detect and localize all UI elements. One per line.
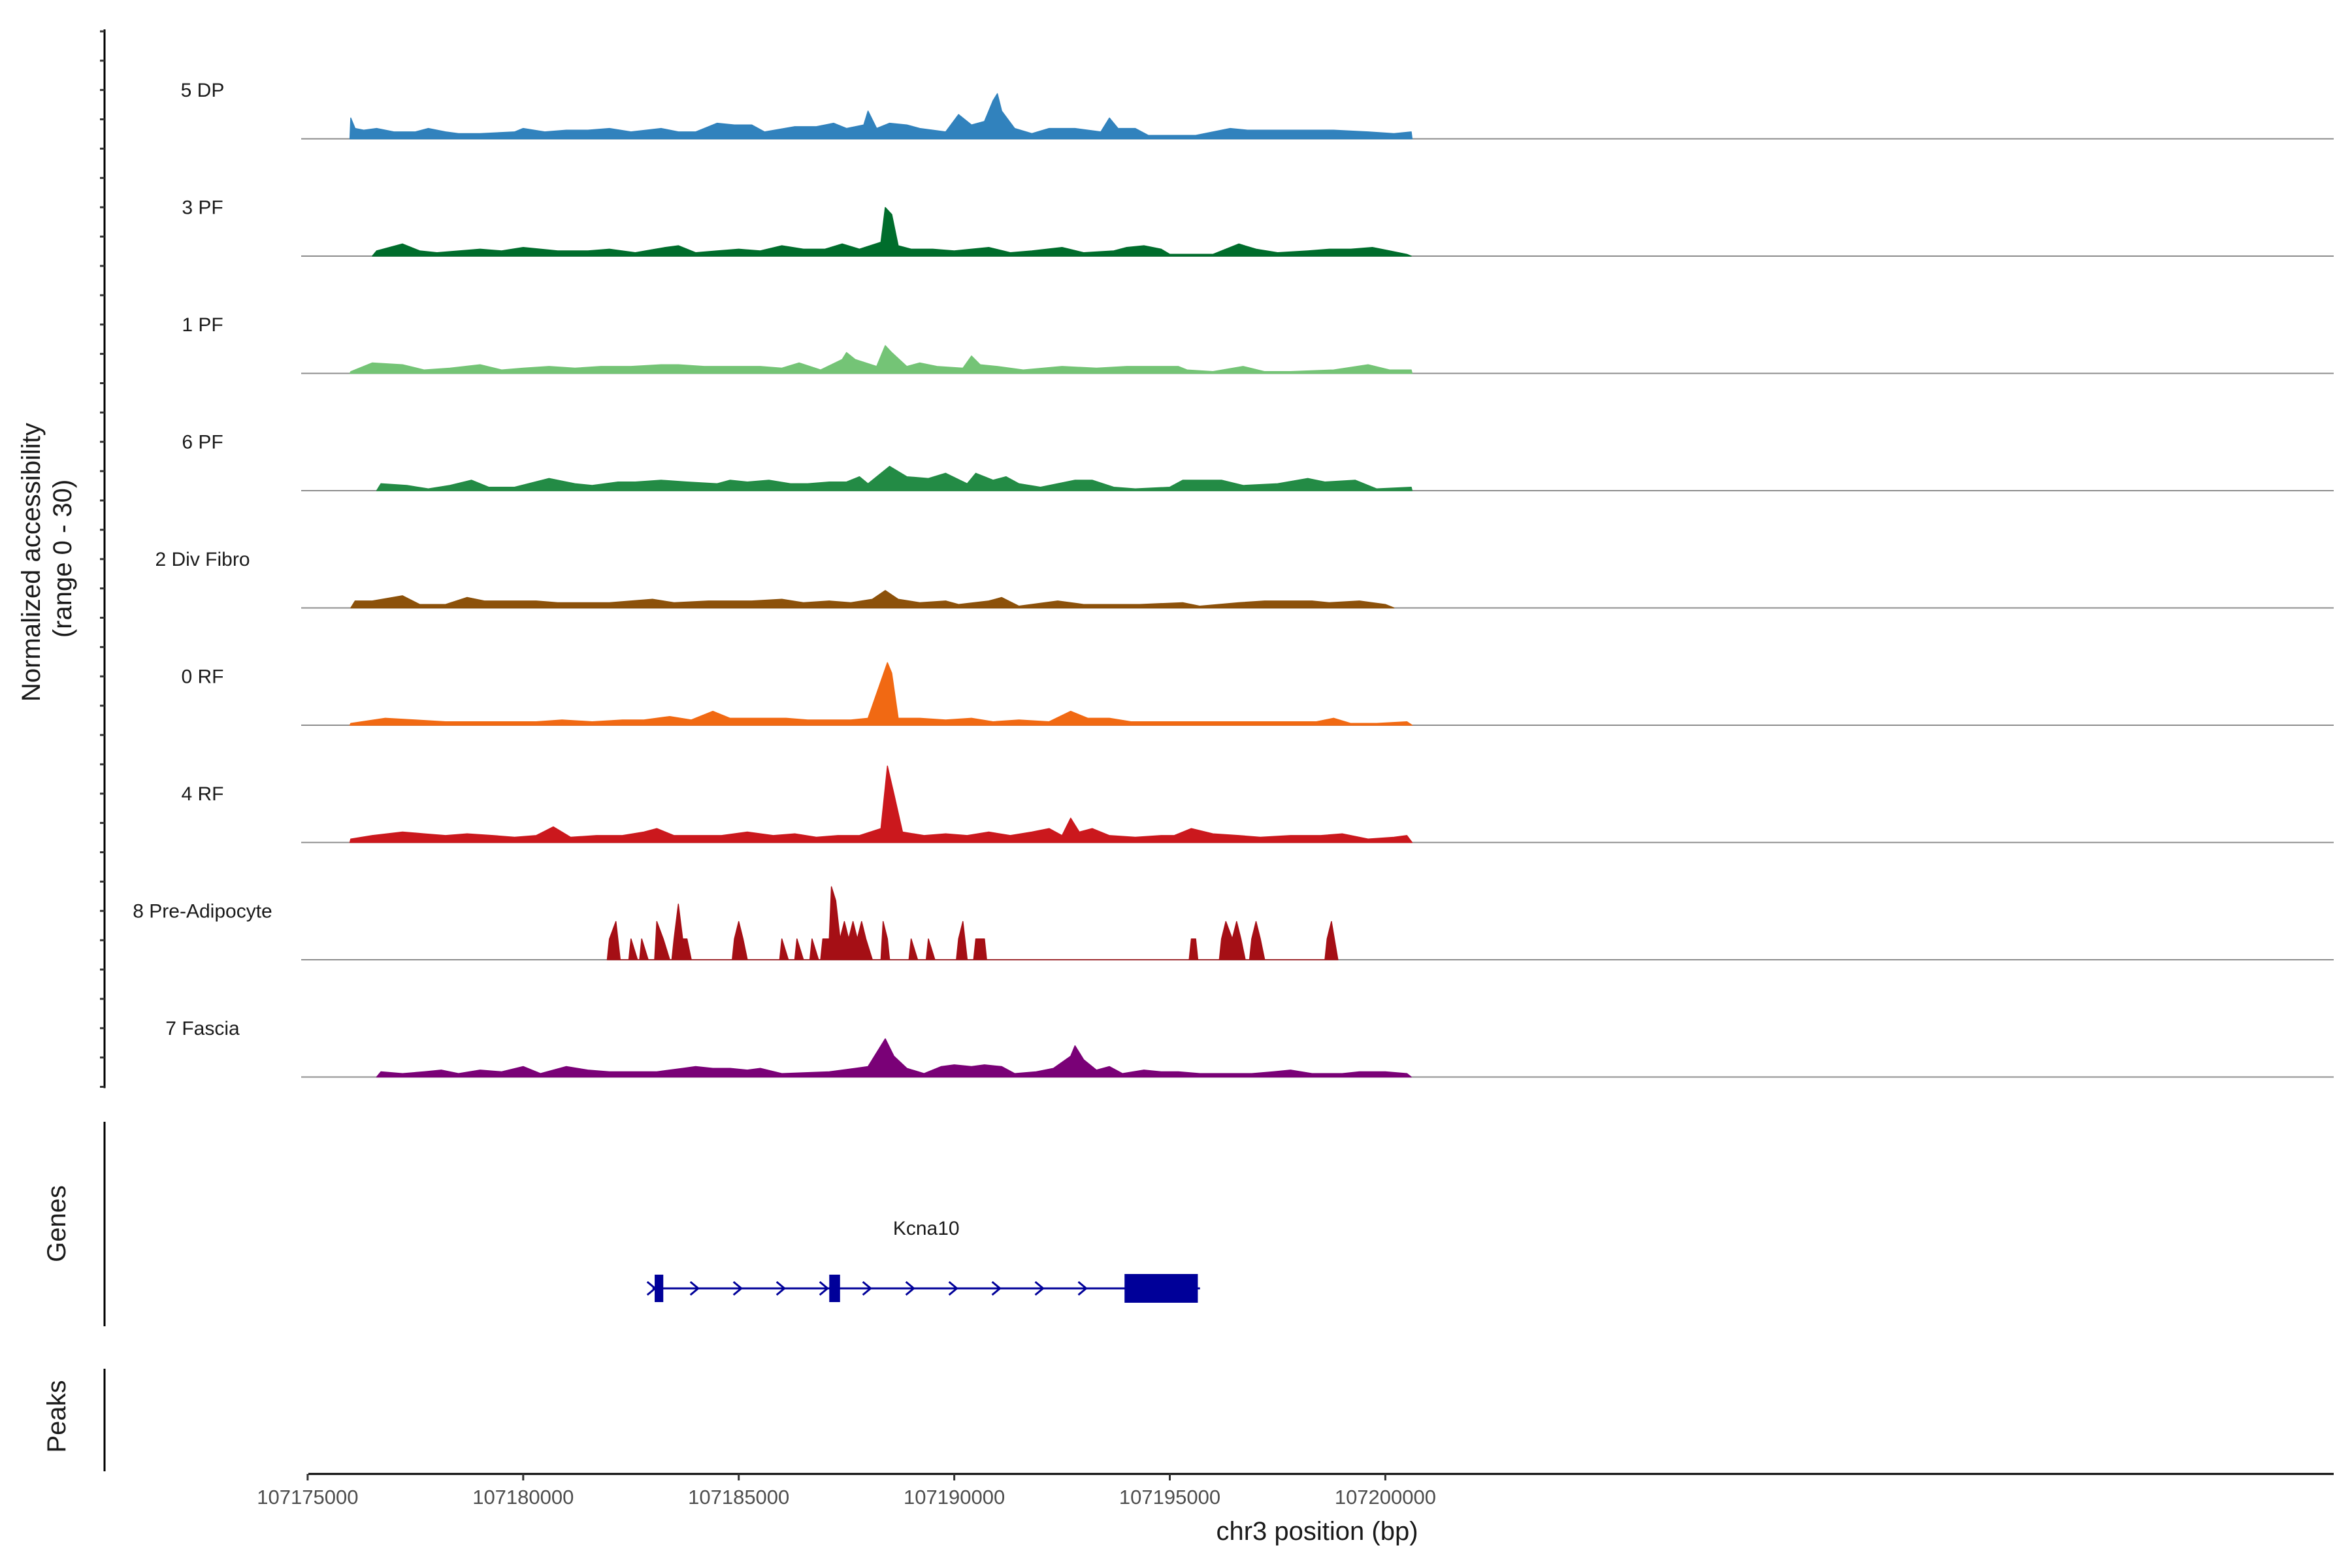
strand-arrow — [862, 1281, 872, 1296]
coverage-area — [349, 765, 1413, 843]
coverage-area — [606, 886, 1339, 960]
strand-arrow — [689, 1281, 700, 1296]
x-tick-label: 107185000 — [688, 1486, 789, 1509]
gene-name-label: Kcna10 — [893, 1218, 960, 1239]
y-axis-title: Normalized accessibility (range 0 - 30) — [17, 416, 77, 702]
track-label: 3 PF — [182, 197, 223, 219]
track-2-div-fibro: 2 Div Fibro — [155, 549, 2334, 609]
coverage-area — [349, 345, 1413, 374]
track-label: 4 RF — [181, 783, 223, 805]
track-label: 8 Pre-Adipocyte — [133, 901, 272, 923]
x-tick-label: 107190000 — [904, 1486, 1005, 1509]
x-tick-label: 107195000 — [1119, 1486, 1220, 1509]
x-axis-title: chr3 position (bp) — [1216, 1517, 1418, 1546]
coverage-area — [372, 206, 1412, 257]
track-label: 7 Fascia — [165, 1018, 240, 1039]
strand-arrow — [905, 1281, 915, 1296]
strand-arrow — [991, 1281, 1002, 1296]
genes-panel: Kcna10 — [103, 1122, 1200, 1326]
x-tick-label: 107200000 — [1335, 1486, 1436, 1509]
genes-panel-label: Genes — [42, 1185, 71, 1262]
x-axis: 107175000 107180000 107185000 107190000 1071… — [257, 1473, 2334, 1509]
track-label: 5 DP — [181, 80, 225, 101]
track-label: 2 Div Fibro — [155, 549, 250, 570]
peaks-panel-label: Peaks — [42, 1380, 71, 1452]
y-axis-title-line1: Normalized accessibility — [17, 423, 46, 702]
strand-arrow — [732, 1281, 743, 1296]
track-7-fascia: 7 Fascia — [165, 1018, 2334, 1078]
track-label: 0 RF — [181, 666, 223, 688]
coverage-tracks: 5 DP 3 PF 1 PF 6 PF 2 Div Fibro 0 RF 4 RF 8 Pre… — [133, 80, 2334, 1078]
strand-arrow — [948, 1281, 958, 1296]
y-axis-title-line2: (range 0 - 30) — [48, 480, 77, 638]
coverage-area — [349, 662, 1413, 726]
coverage-area — [350, 590, 1395, 609]
strand-arrow — [1034, 1281, 1045, 1296]
strand-arrow — [1077, 1281, 1088, 1296]
x-tick-label: 107180000 — [472, 1486, 574, 1509]
gene-exon — [829, 1275, 840, 1302]
track-3-pf: 3 PF — [182, 197, 2334, 257]
track-5-dp: 5 DP — [181, 80, 2334, 140]
gene-exon — [655, 1275, 664, 1302]
track-label: 1 PF — [182, 314, 223, 336]
strand-arrow — [646, 1281, 657, 1296]
strand-arrow — [819, 1281, 830, 1296]
track-6-pf: 6 PF — [182, 432, 2334, 491]
coverage-area — [376, 466, 1413, 491]
track-label: 6 PF — [182, 432, 223, 453]
coverage-area — [376, 1038, 1412, 1078]
y-axis — [100, 29, 106, 1088]
track-4-rf: 4 RF — [181, 765, 2334, 843]
coverage-area — [349, 93, 1413, 140]
strand-arrow — [776, 1281, 787, 1296]
track-1-pf: 1 PF — [182, 314, 2334, 374]
track-8-pre-adipocyte: 8 Pre-Adipocyte — [133, 886, 2334, 960]
gene-exon — [1124, 1274, 1198, 1303]
x-tick-label: 107175000 — [257, 1486, 358, 1509]
track-0-rf: 0 RF — [181, 662, 2334, 726]
